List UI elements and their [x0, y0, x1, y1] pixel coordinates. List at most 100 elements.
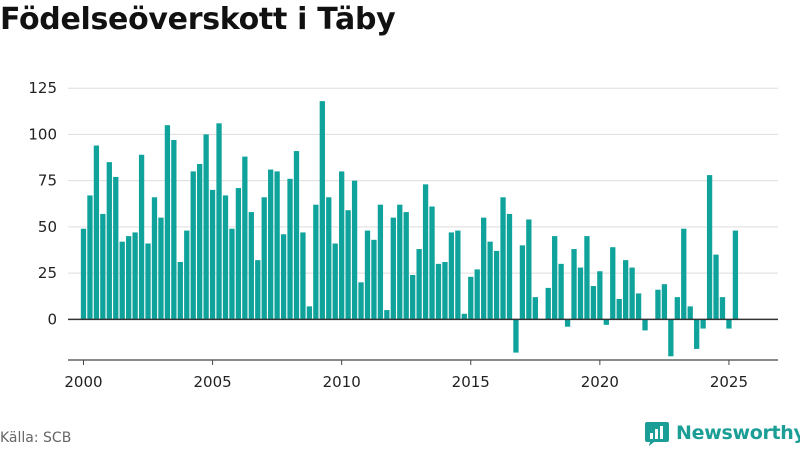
bar: [138, 154, 145, 320]
brand-logo[interactable]: Newsworthy: [644, 420, 800, 446]
bar: [558, 263, 564, 320]
bar: [732, 230, 739, 320]
bar: [674, 297, 680, 320]
bar: [500, 197, 506, 320]
bar: [455, 230, 461, 320]
bar: [706, 175, 713, 320]
x-tick-label: 2000: [64, 373, 102, 391]
bar: [668, 319, 674, 357]
y-tick-label: 125: [28, 79, 57, 97]
bar: [177, 262, 183, 320]
bar: [93, 145, 100, 320]
bar: [255, 260, 261, 320]
bar: [584, 236, 590, 320]
bar: [242, 156, 248, 320]
bar: [216, 123, 222, 320]
bar: [687, 306, 693, 320]
bar: [364, 230, 371, 320]
y-tick-label: 100: [28, 125, 57, 143]
bar: [268, 169, 274, 320]
bar: [526, 219, 532, 320]
x-tick-label: 2005: [193, 373, 231, 391]
bar: [719, 297, 726, 320]
bar: [661, 284, 668, 320]
x-tick-labels: 2000 2005 2010 2015 2020 2025: [64, 360, 748, 391]
bar: [313, 204, 319, 320]
bar: [487, 241, 493, 320]
bar-chart: 0 25 50 75 100 125 2000 2005 2010 2015 2020 2025: [28, 79, 778, 391]
bars: [80, 101, 739, 357]
bar: [287, 178, 293, 320]
bar: [184, 230, 190, 320]
bar: [610, 247, 616, 320]
bar: [158, 217, 164, 320]
bar: [655, 289, 661, 320]
bar: [235, 188, 242, 320]
bar: [552, 236, 558, 320]
bar: [145, 243, 151, 320]
bar: [519, 245, 526, 320]
bar: [126, 236, 132, 320]
bar: [448, 232, 455, 320]
bar: [190, 171, 196, 320]
bar: [642, 319, 648, 331]
bar: [377, 204, 384, 320]
bar: [345, 210, 351, 320]
bar: [597, 271, 603, 320]
bar: [403, 212, 409, 320]
bar: [229, 228, 235, 320]
bar: [390, 217, 396, 320]
bar: [694, 319, 700, 349]
bar: [248, 212, 254, 320]
bar: [422, 184, 429, 320]
y-tick-label: 25: [38, 264, 57, 282]
bar: [326, 197, 332, 320]
brand-name: Newsworthy: [676, 422, 800, 444]
bar: [280, 234, 287, 320]
bar: [603, 319, 609, 325]
bar: [416, 249, 422, 320]
bar: [629, 267, 635, 320]
bar: [351, 180, 358, 320]
bar: [564, 319, 571, 327]
bar: [87, 195, 93, 320]
bar: [274, 171, 280, 320]
bar: [319, 101, 325, 320]
bar-chart-icon: [645, 422, 669, 446]
bar: [203, 134, 209, 320]
bar: [261, 197, 267, 320]
bar: [151, 197, 158, 320]
bar: [113, 176, 119, 320]
bar: [506, 213, 513, 320]
bar: [410, 274, 416, 320]
bar: [571, 249, 577, 320]
bar: [468, 276, 474, 320]
y-tick-label: 50: [38, 218, 57, 236]
bar: [513, 319, 519, 353]
bar: [358, 282, 364, 320]
bar: [635, 293, 642, 320]
source-note: Källa: SCB: [0, 430, 72, 446]
x-tick-label: 2010: [323, 373, 361, 391]
bar: [80, 228, 87, 320]
bar: [106, 162, 112, 320]
bar: [474, 269, 480, 320]
chart-title: Födelseöverskott i Täby: [0, 2, 396, 37]
y-tick-labels: 0 25 50 75 100 125: [28, 79, 57, 328]
bar: [623, 260, 629, 320]
bar: [132, 232, 138, 320]
bar: [545, 287, 551, 320]
bar: [461, 313, 467, 320]
bar: [493, 250, 500, 320]
bar: [306, 306, 313, 320]
bar: [397, 204, 403, 320]
bar: [384, 310, 390, 320]
bar: [332, 243, 338, 320]
y-tick-label: 75: [38, 172, 57, 190]
bar: [700, 319, 706, 329]
bar: [119, 241, 125, 320]
bar: [726, 319, 732, 329]
bar: [371, 239, 377, 320]
bar: [532, 297, 538, 320]
bar: [429, 206, 435, 320]
